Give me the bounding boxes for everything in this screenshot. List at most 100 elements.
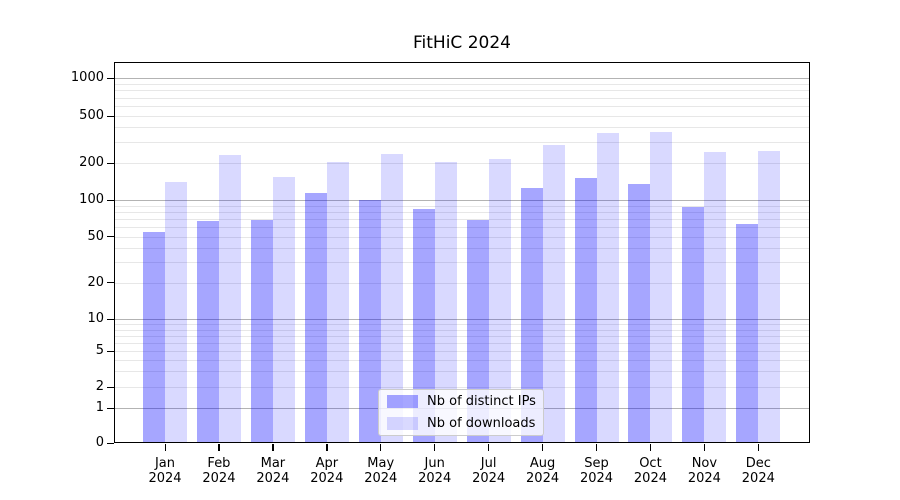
bar-ips-jan <box>143 231 165 443</box>
gridline-minor-200 <box>115 163 809 164</box>
bar-ips-dec <box>736 224 759 443</box>
bar-ips-nov <box>682 207 705 443</box>
gridline-major-100 <box>115 200 809 201</box>
bar-downloads-jul <box>488 159 511 443</box>
bar-ips-mar <box>250 219 273 443</box>
gridline-minor-40 <box>115 247 809 249</box>
gridline-minor-500 <box>115 116 809 117</box>
gridline-minor-300 <box>115 142 809 144</box>
y-tick-label-2: 2 <box>95 379 104 395</box>
bar-downloads-jun <box>434 161 457 443</box>
x-tick-label-jun: Jun 2024 <box>418 456 452 486</box>
x-tick-label-may: May 2024 <box>364 456 398 486</box>
bar-ips-jun <box>412 208 435 443</box>
gridline-minor-600 <box>115 106 809 107</box>
x-tick-label-sep: Sep 2024 <box>579 456 614 486</box>
x-tick-label-aug: Aug 2024 <box>526 456 560 486</box>
y-tick-1 <box>107 407 114 409</box>
gridline-minor-9 <box>115 324 809 326</box>
gridline-minor-7 <box>115 335 809 337</box>
gridline-minor-50 <box>115 236 809 238</box>
x-tick-dec <box>757 444 760 451</box>
y-tick-label-50: 50 <box>87 228 104 244</box>
gridline-minor-700 <box>115 97 809 99</box>
legend-swatch-distinct-ips <box>387 395 418 408</box>
y-tick-label-1: 1 <box>95 400 104 416</box>
bar-ips-apr <box>304 192 327 443</box>
gridline-minor-20 <box>115 282 809 284</box>
gridline-minor-3 <box>115 371 809 373</box>
x-tick-oct <box>649 444 652 451</box>
x-tick-label-apr: Apr 2024 <box>310 456 344 486</box>
bar-ips-sep <box>574 178 597 443</box>
bar-ips-jul <box>466 220 489 443</box>
gridline-minor-6 <box>115 342 809 344</box>
y-tick-2 <box>107 386 114 388</box>
y-tick-5 <box>107 350 114 352</box>
x-tick-apr <box>326 444 328 451</box>
legend-item-downloads: Nb of downloads <box>387 416 535 431</box>
x-tick-label-feb: Feb 2024 <box>202 456 236 486</box>
gridline-major-10 <box>115 319 809 321</box>
bar-downloads-oct <box>650 132 673 443</box>
x-tick-jul <box>488 444 490 451</box>
y-tick-0 <box>107 442 114 444</box>
x-tick-label-nov: Nov 2024 <box>687 456 721 486</box>
bar-ips-may <box>358 200 381 443</box>
gridline-minor-90 <box>115 205 809 207</box>
bar-downloads-jan <box>165 182 187 443</box>
y-tick-label-1000: 1000 <box>70 70 104 85</box>
bar-downloads-sep <box>596 132 619 443</box>
x-tick-aug <box>542 444 544 451</box>
y-tick-label-5: 5 <box>95 343 104 358</box>
gridline-minor-800 <box>115 90 809 92</box>
y-tick-label-0: 0 <box>95 435 104 450</box>
x-tick-feb <box>218 444 220 451</box>
x-tick-may <box>380 444 382 451</box>
x-tick-label-jul: Jul 2024 <box>472 456 506 486</box>
y-tick-label-10: 10 <box>87 311 104 327</box>
legend-swatch-downloads <box>387 417 418 430</box>
gridline-minor-900 <box>115 83 809 85</box>
gridline-minor-5 <box>115 351 809 352</box>
x-tick-jun <box>434 444 436 451</box>
bar-downloads-mar <box>272 176 295 443</box>
legend: Nb of distinct IPs Nb of downloads <box>378 389 544 436</box>
gridline-minor-30 <box>115 262 809 264</box>
bar-downloads-dec <box>758 150 781 443</box>
x-tick-label-mar: Mar 2024 <box>256 456 290 486</box>
y-tick-200 <box>107 162 114 164</box>
gridline-minor-80 <box>115 211 809 213</box>
y-tick-50 <box>107 236 114 238</box>
x-tick-mar <box>272 444 274 451</box>
x-tick-label-oct: Oct 2024 <box>633 456 667 486</box>
gridline-minor-2 <box>115 387 809 389</box>
bar-downloads-nov <box>704 151 727 443</box>
y-tick-500 <box>107 115 114 117</box>
bar-ips-feb <box>196 221 219 443</box>
y-tick-100 <box>107 199 114 201</box>
y-tick-label-200: 200 <box>79 155 104 170</box>
legend-label-downloads: Nb of downloads <box>427 416 536 431</box>
y-tick-label-20: 20 <box>87 274 104 290</box>
chart-title: FitHiC 2024 <box>413 33 511 53</box>
legend-label-distinct-ips: Nb of distinct IPs <box>427 394 536 409</box>
y-tick-label-100: 100 <box>79 192 104 207</box>
y-tick-1000 <box>107 77 114 79</box>
legend-item-distinct-ips: Nb of distinct IPs <box>387 394 536 409</box>
x-tick-label-dec: Dec 2024 <box>741 456 775 486</box>
gridline-major-1000 <box>115 78 809 79</box>
y-tick-label-500: 500 <box>79 108 104 123</box>
bar-downloads-may <box>380 153 403 443</box>
y-tick-20 <box>107 282 114 284</box>
plot-border <box>114 62 810 443</box>
gridline-minor-60 <box>115 227 809 229</box>
bar-downloads-aug <box>542 144 565 443</box>
x-tick-label-jan: Jan 2024 <box>148 456 182 486</box>
gridline-minor-70 <box>115 218 809 220</box>
gridline-minor-4 <box>115 359 809 361</box>
x-tick-nov <box>703 444 706 451</box>
y-tick-10 <box>107 318 114 320</box>
gridline-minor-8 <box>115 329 809 331</box>
